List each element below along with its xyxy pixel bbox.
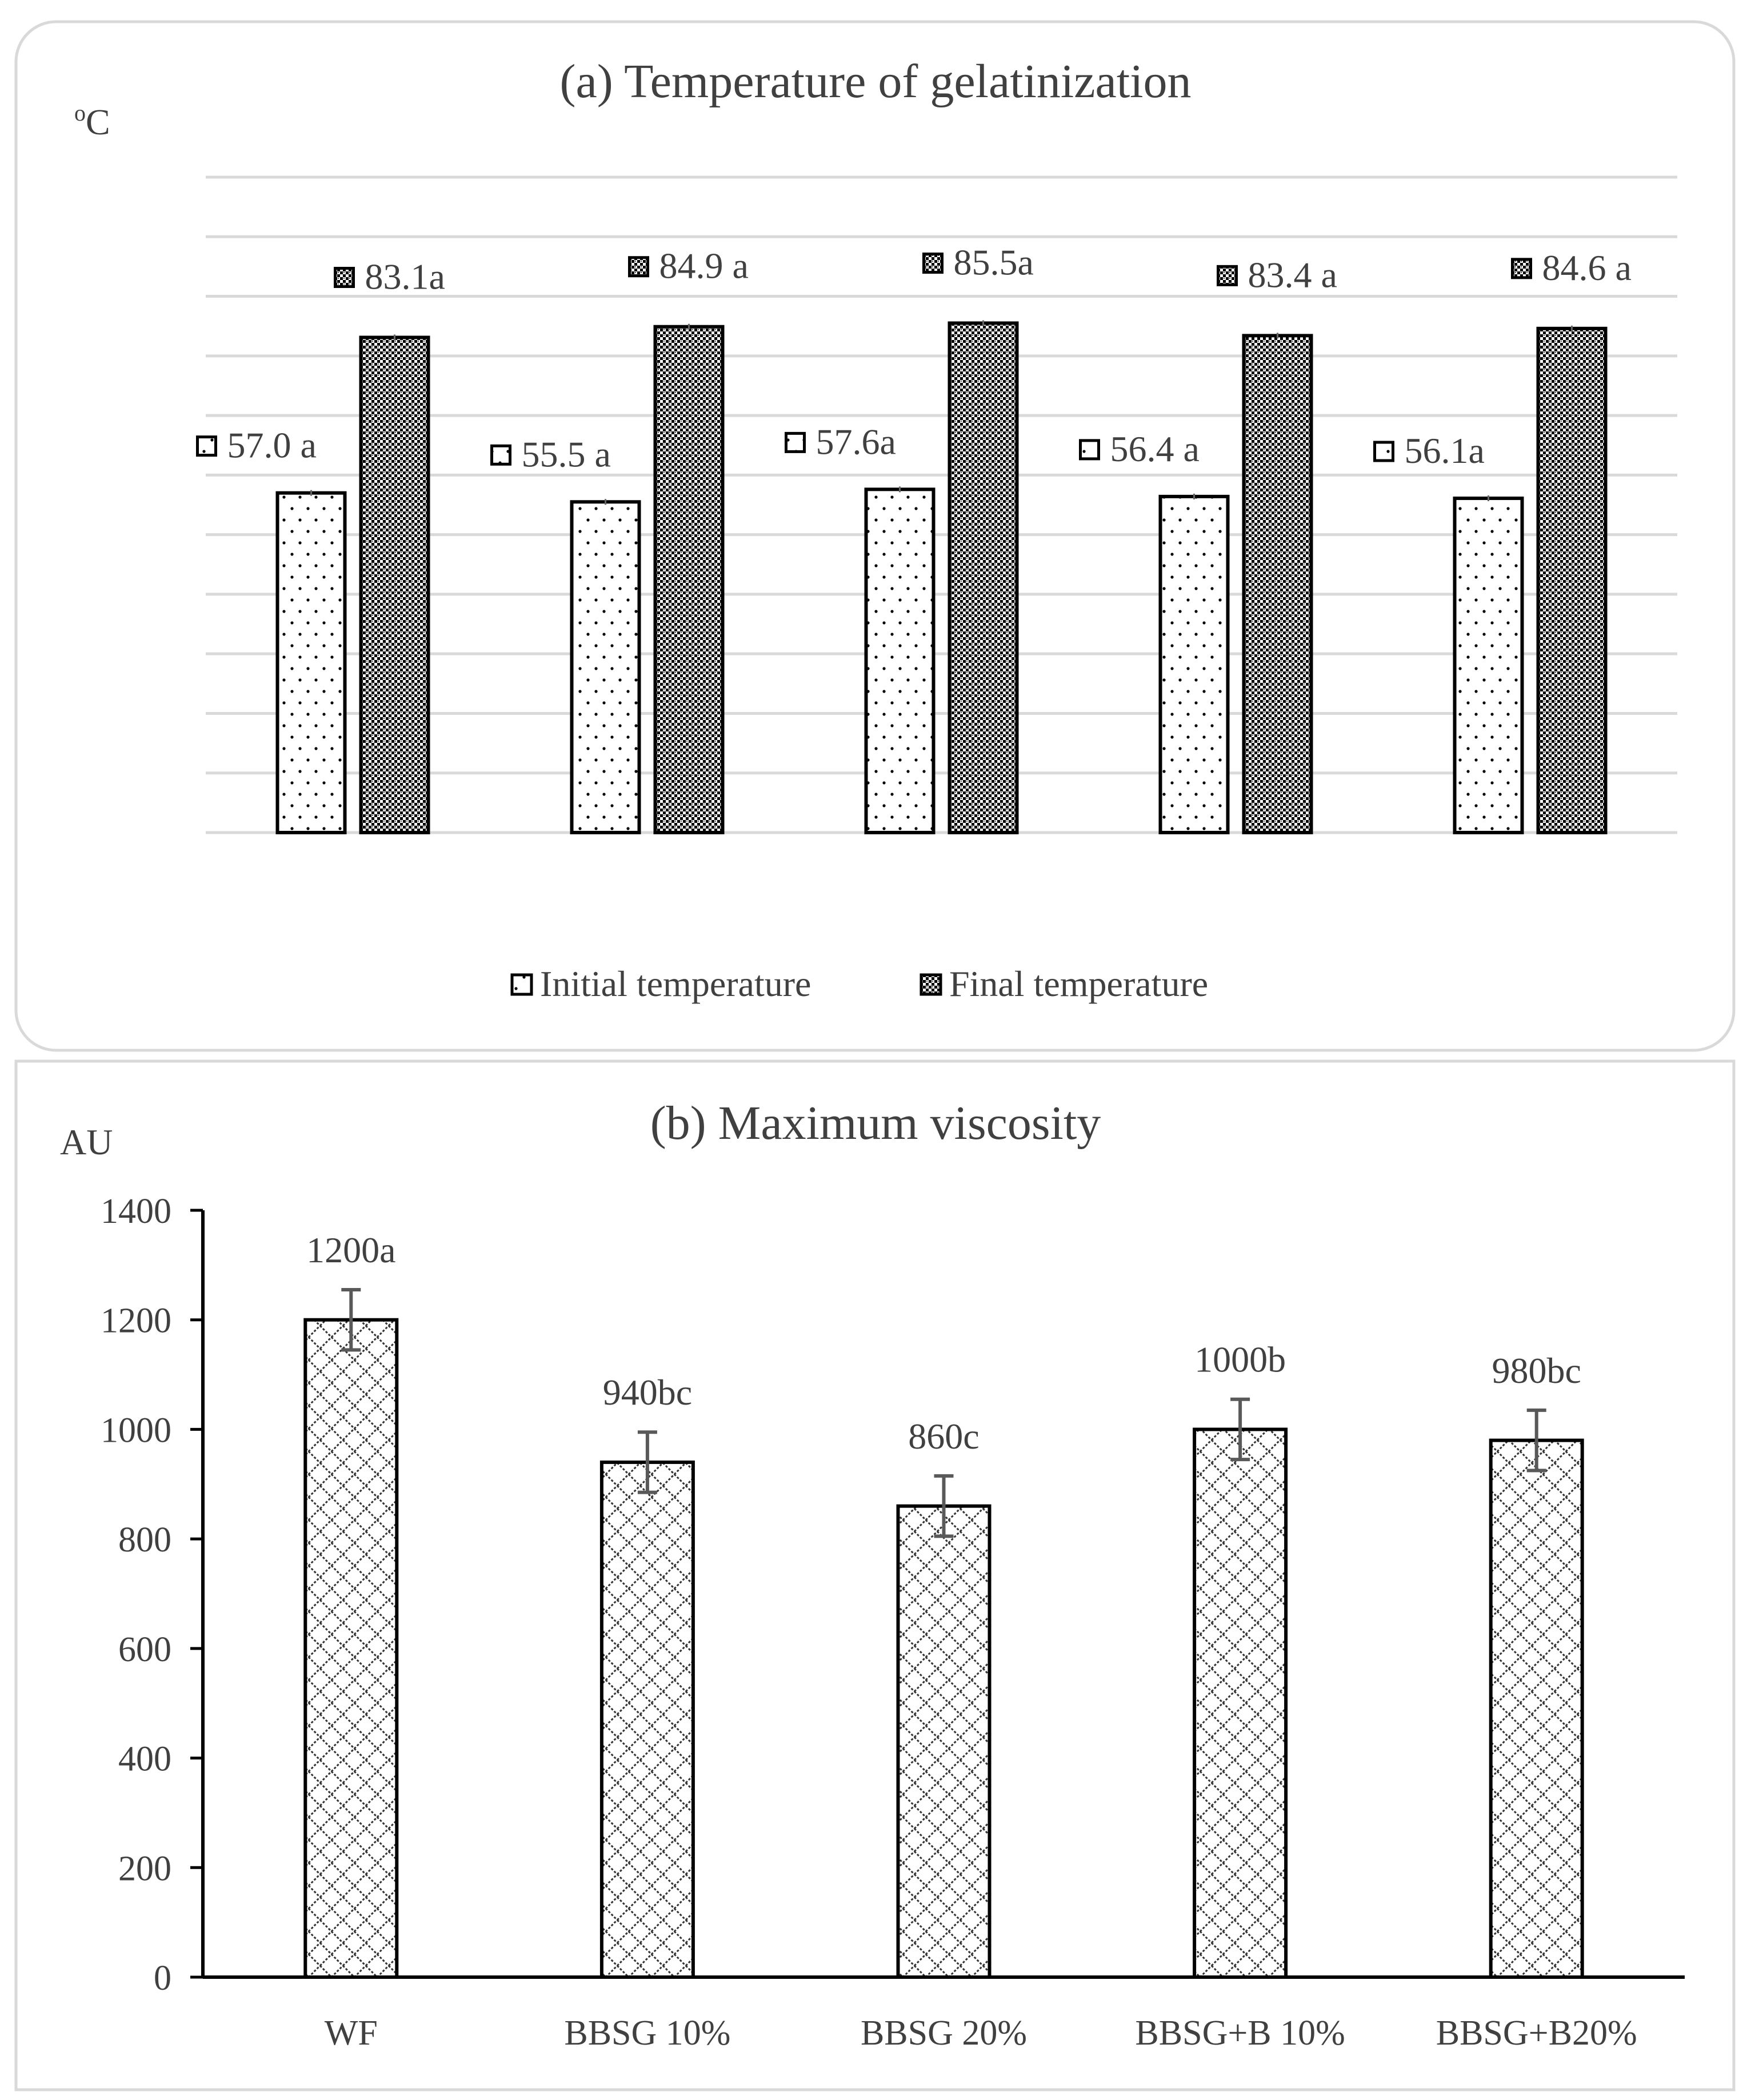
x-tick-label-bbsg-b-10: BBSG+B 10% [1135,2014,1345,2053]
y-tick-label-1400: 1400 [101,1192,171,1231]
chart-b-bars [303,1318,1584,1979]
bar-initial-temperature-bbsg-10 [570,500,641,834]
y-tick-label-1200: 1200 [101,1302,171,1341]
label-key-final-temperature-bbsg-20 [922,252,944,274]
bar-initial-temperature-bbsg-20 [864,487,936,834]
chart-gelatinization-temperature: (a) Temperature of gelatinization oC 57.… [74,55,1677,1004]
chart-b-error-bars [341,1287,1546,1538]
bar-final-temperature-bbsg-10 [653,325,725,834]
data-label-initial-temperature-bbsg-10: 55.5 a [522,434,611,474]
y-tick-label-800: 800 [118,1521,171,1559]
label-key-final-temperature-wf [334,266,355,288]
chart-maximum-viscosity: (b) Maximum viscosity AU 1200a940bc860c1… [60,1097,1685,2053]
bar-final-temperature-bbsg-20 [948,321,1019,834]
data-label-final-temperature-wf: 83.1a [365,256,445,297]
label-key-initial-temperature-bbsg-b-10 [1079,439,1100,461]
data-label-final-temperature-bbsg-10: 84.9 a [659,246,749,286]
data-label-initial-temperature-bbsg-20: 57.6a [816,421,896,462]
label-key-initial-temperature-bbsg-b20 [1373,441,1394,462]
chart-a-ylabel-sup: o [74,100,86,126]
chart-b-tick-labels: 0 200 400 600 800 1000 1200 1400 WF BBSG 10% BBSG … [101,1192,1637,2053]
label-key-final-temperature-bbsg-10 [628,256,649,278]
bar-bbsg-20 [896,1504,992,1979]
chart-a-data-labels: 57.0 a 83.1a 55.5 a 84.9 a 57.6a 85.5a 56.4 a 8… [196,242,1632,474]
chart-a-legend: Initial temperature Final temperature [510,963,1208,1004]
chart-a-gridlines [206,175,1677,834]
label-key-final-temperature-bbsg-b-10 [1217,265,1238,286]
data-label-initial-temperature-bbsg-b20: 56.1a [1405,430,1485,471]
data-label-final-temperature-bbsg-b20: 84.6 a [1542,247,1632,288]
legend-swatch-initial [510,973,533,996]
chart-a-ylabel: oC [74,100,110,142]
bar-initial-temperature-bbsg-b20 [1453,497,1524,834]
chart-a-bars [275,320,1608,834]
y-tick-label-1000: 1000 [101,1411,171,1450]
chart-a-title: (a) Temperature of gelatinization [559,55,1191,108]
chart-b-title: (b) Maximum viscosity [650,1097,1101,1150]
bar-bbsg-b20 [1489,1438,1584,1979]
x-tick-label-bbsg-b20: BBSG+B20% [1436,2014,1637,2053]
chart-b-ylabel: AU [60,1122,113,1162]
y-tick-label-200: 200 [118,1849,171,1888]
y-tick-label-400: 400 [118,1740,171,1779]
legend-item-final: Final temperature [920,963,1208,1004]
bar-bbsg-b-10 [1193,1427,1288,1979]
bar-wf [303,1318,399,1979]
data-label-initial-temperature-bbsg-b-10: 56.4 a [1110,429,1200,469]
data-label-wf: 1200a [306,1230,395,1270]
label-key-initial-temperature-bbsg-10 [490,444,511,466]
label-key-final-temperature-bbsg-b20 [1511,258,1532,279]
label-key-initial-temperature-wf [196,435,217,457]
data-label-bbsg-20: 860c [908,1416,979,1457]
y-tick-label-600: 600 [118,1630,171,1669]
data-label-initial-temperature-wf: 57.0 a [227,425,317,466]
y-tick-label-0: 0 [154,1959,171,1998]
x-tick-label-bbsg-10: BBSG 10% [564,2014,730,2053]
chart-a-ylabel-unit: C [86,102,110,142]
data-label-bbsg-b20: 980bc [1492,1350,1581,1391]
legend-label-final: Final temperature [949,963,1208,1004]
label-key-initial-temperature-bbsg-20 [785,431,806,453]
bar-final-temperature-bbsg-b20 [1536,326,1608,834]
data-label-bbsg-b-10: 1000b [1194,1339,1286,1380]
bar-initial-temperature-bbsg-b-10 [1158,494,1230,834]
legend-swatch-final [920,973,942,996]
panel-b-frame [14,1059,1736,2091]
bar-final-temperature-wf [359,335,430,834]
bar-bbsg-10 [599,1460,695,1979]
chart-b-data-labels: 1200a 940bc 860c 1000b 980bc [306,1230,1581,1457]
legend-label-initial: Initial temperature [540,963,811,1004]
data-label-bbsg-10: 940bc [603,1372,692,1413]
legend-item-initial: Initial temperature [510,963,811,1004]
bar-initial-temperature-wf [275,491,347,834]
data-label-final-temperature-bbsg-b-10: 83.4 a [1248,254,1337,295]
bar-final-temperature-bbsg-b-10 [1242,334,1313,834]
data-label-final-temperature-bbsg-20: 85.5a [954,242,1034,282]
x-tick-label-bbsg-20: BBSG 20% [861,2014,1027,2053]
x-tick-label-wf: WF [325,2014,378,2053]
